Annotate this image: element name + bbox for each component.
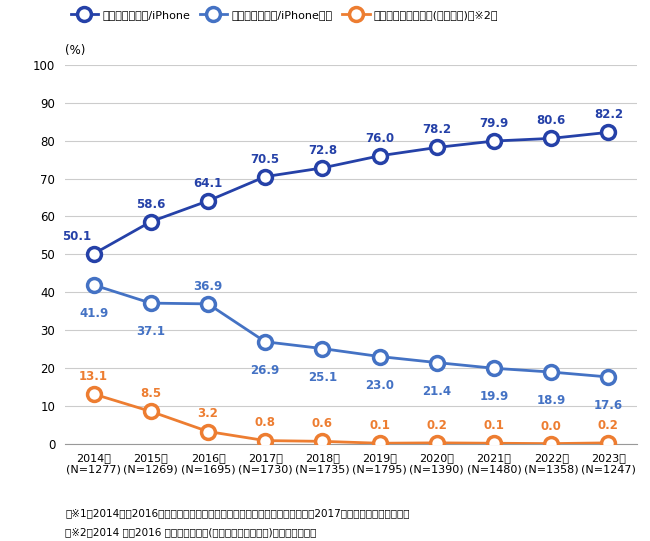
スマートフォン/iPhone以外 — [433, 359, 441, 366]
Text: 0.6: 0.6 — [312, 417, 333, 430]
Text: 36.9: 36.9 — [194, 280, 222, 293]
スマートフォン/iPhone — [90, 250, 97, 257]
スマートフォン/iPhone以外 — [90, 282, 97, 288]
スマートフォン/iPhone — [376, 153, 384, 159]
Text: 3.2: 3.2 — [198, 407, 218, 420]
Text: 8.5: 8.5 — [140, 387, 161, 400]
Text: 79.9: 79.9 — [480, 117, 508, 130]
Text: 82.2: 82.2 — [594, 108, 623, 121]
スマートフォン/iPhone — [547, 135, 555, 142]
スマートフォン/iPhone以外 — [604, 374, 612, 380]
スマートフォン/iPhone以外 — [490, 365, 498, 372]
Text: 26.9: 26.9 — [251, 364, 280, 377]
フィーチャーフォン(ガラケー)（※2） — [433, 440, 441, 446]
Text: 0.2: 0.2 — [426, 419, 447, 432]
Text: 41.9: 41.9 — [79, 307, 108, 320]
フィーチャーフォン(ガラケー)（※2） — [376, 440, 384, 446]
フィーチャーフォン(ガラケー)（※2） — [147, 408, 155, 414]
Text: 50.1: 50.1 — [62, 230, 92, 243]
Line: スマートフォン/iPhone以外: スマートフォン/iPhone以外 — [86, 278, 616, 384]
Text: 25.1: 25.1 — [308, 371, 337, 384]
スマートフォン/iPhone以外 — [547, 369, 555, 375]
Text: 23.0: 23.0 — [365, 379, 394, 392]
Text: 72.8: 72.8 — [308, 144, 337, 157]
Line: フィーチャーフォン(ガラケー)（※2）: フィーチャーフォン(ガラケー)（※2） — [86, 387, 616, 451]
Text: 19.9: 19.9 — [480, 391, 508, 404]
Text: 18.9: 18.9 — [537, 394, 566, 407]
フィーチャーフォン(ガラケー)（※2） — [490, 440, 498, 446]
Text: 0.1: 0.1 — [369, 419, 390, 432]
Text: (%): (%) — [65, 44, 85, 57]
スマートフォン/iPhone — [490, 138, 498, 144]
スマートフォン/iPhone以外 — [147, 300, 155, 306]
スマートフォン/iPhone — [604, 129, 612, 136]
スマートフォン/iPhone — [433, 144, 441, 151]
Text: 76.0: 76.0 — [365, 131, 394, 144]
Text: 78.2: 78.2 — [422, 123, 451, 136]
スマートフォン/iPhone — [261, 174, 269, 180]
Text: 0.8: 0.8 — [255, 417, 276, 430]
Text: （※1）2014年～2016年は「ご自身用に所有している機器」として複数回答、2017年以降は単一回答で確認: （※1）2014年～2016年は「ご自身用に所有している機器」として複数回答、2… — [65, 508, 410, 518]
フィーチャーフォン(ガラケー)（※2） — [204, 428, 212, 435]
スマートフォン/iPhone以外 — [318, 345, 326, 352]
Line: スマートフォン/iPhone: スマートフォン/iPhone — [86, 126, 616, 261]
Text: 17.6: 17.6 — [594, 399, 623, 412]
Text: 0.1: 0.1 — [484, 419, 504, 432]
Text: 21.4: 21.4 — [422, 385, 451, 398]
Text: 13.1: 13.1 — [79, 370, 108, 383]
Text: （※2）2014 年～2016 年は「携帯電話(スマートフォン以外)」の表記で確認: （※2）2014 年～2016 年は「携帯電話(スマートフォン以外)」の表記で確… — [65, 527, 317, 537]
スマートフォン/iPhone — [318, 164, 326, 171]
Text: 58.6: 58.6 — [136, 197, 166, 210]
Text: 70.5: 70.5 — [251, 153, 280, 166]
Text: 37.1: 37.1 — [136, 325, 165, 338]
フィーチャーフォン(ガラケー)（※2） — [90, 391, 97, 397]
フィーチャーフォン(ガラケー)（※2） — [318, 438, 326, 445]
Text: 0.2: 0.2 — [598, 419, 619, 432]
フィーチャーフォン(ガラケー)（※2） — [547, 440, 555, 447]
フィーチャーフォン(ガラケー)（※2） — [604, 440, 612, 446]
フィーチャーフォン(ガラケー)（※2） — [261, 437, 269, 444]
スマートフォン/iPhone — [204, 197, 212, 204]
スマートフォン/iPhone — [147, 219, 155, 225]
スマートフォン/iPhone以外 — [204, 301, 212, 307]
Legend: スマートフォン/iPhone, スマートフォン/iPhone以外, フィーチャーフォン(ガラケー)（※2）: スマートフォン/iPhone, スマートフォン/iPhone以外, フィーチャー… — [71, 10, 499, 20]
スマートフォン/iPhone以外 — [376, 353, 384, 360]
Text: 64.1: 64.1 — [194, 177, 222, 190]
スマートフォン/iPhone以外 — [261, 339, 269, 345]
Text: 80.6: 80.6 — [537, 114, 566, 127]
Text: 0.0: 0.0 — [541, 419, 562, 432]
